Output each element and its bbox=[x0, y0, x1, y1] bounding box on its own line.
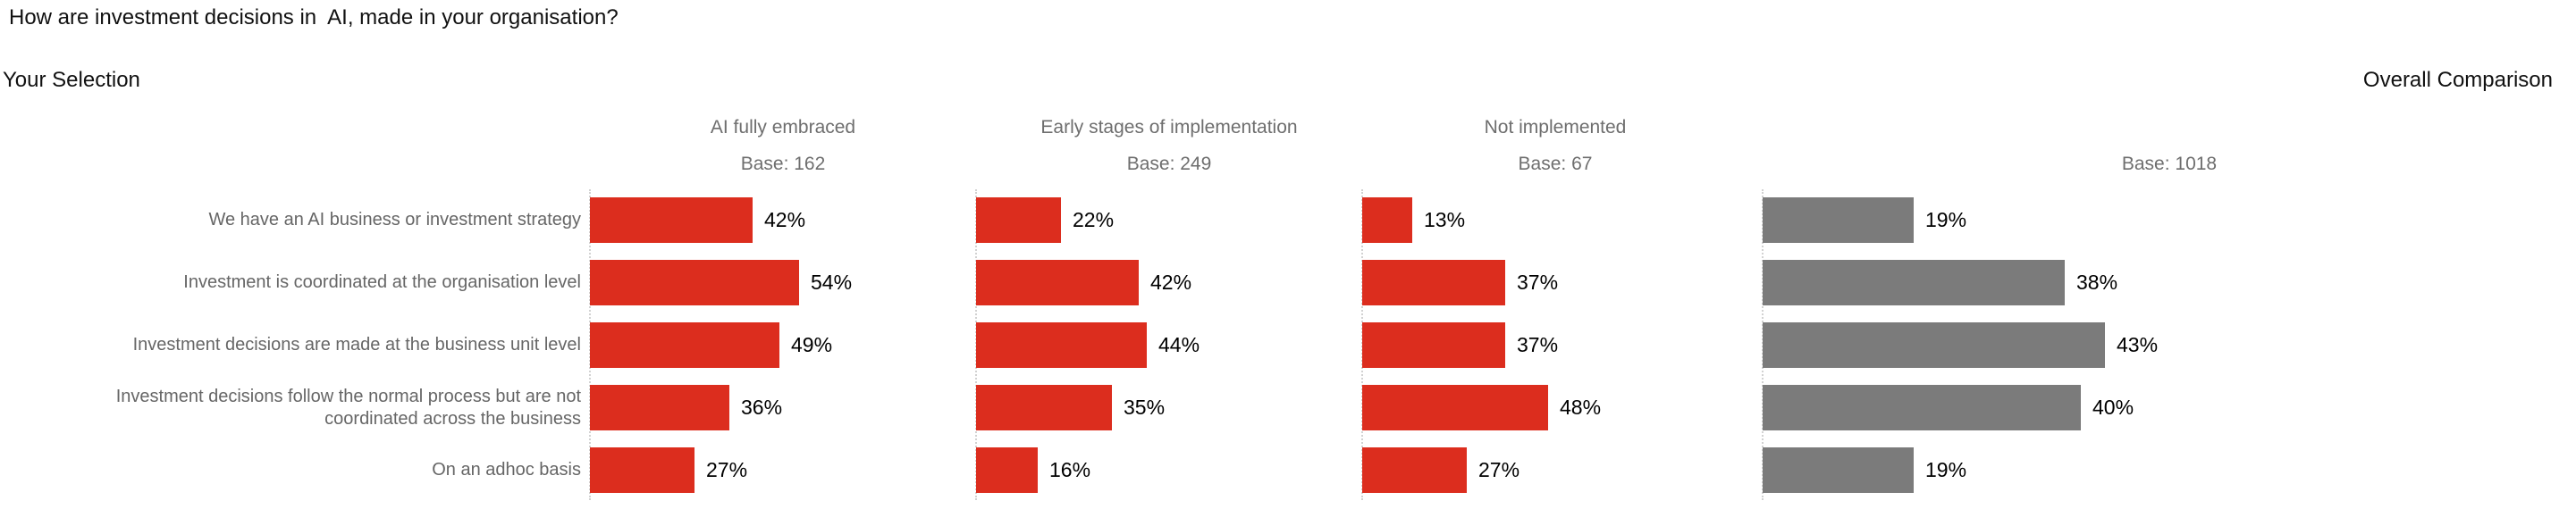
value-label: 27% bbox=[1478, 458, 1520, 481]
section-label-your-selection: Your Selection bbox=[3, 68, 140, 92]
base-label: Base: 162 bbox=[740, 154, 826, 174]
bar bbox=[1362, 197, 1412, 243]
bar bbox=[976, 197, 1061, 243]
column-header: Not implemented bbox=[1484, 117, 1627, 138]
row-label: Investment decisions follow the normal p… bbox=[115, 386, 581, 429]
value-label: 48% bbox=[1560, 396, 1602, 419]
base-label: Base: 249 bbox=[1126, 154, 1212, 174]
row-label: Investment decisions are made at the bus… bbox=[132, 335, 581, 355]
bar bbox=[1362, 322, 1505, 368]
value-label: 16% bbox=[1049, 458, 1091, 481]
value-label: 37% bbox=[1517, 333, 1559, 356]
bar bbox=[976, 260, 1139, 305]
value-label: 38% bbox=[2076, 271, 2118, 294]
base-label: Base: 67 bbox=[1518, 154, 1593, 174]
value-label: 37% bbox=[1517, 271, 1559, 294]
row-label: Investment is coordinated at the organis… bbox=[183, 272, 581, 292]
section-label-overall-comparison: Overall Comparison bbox=[2362, 68, 2553, 92]
column-header: Early stages of implementation bbox=[1040, 117, 1298, 138]
bar bbox=[590, 197, 753, 243]
bar bbox=[590, 260, 799, 305]
page-title: How are investment decisions in AI, made… bbox=[9, 5, 619, 29]
value-label: 13% bbox=[1424, 208, 1466, 231]
bar bbox=[1763, 447, 1914, 493]
bar bbox=[1763, 197, 1914, 243]
value-label: 54% bbox=[811, 271, 853, 294]
column-header: AI fully embraced bbox=[710, 117, 856, 138]
base-label: Base: 1018 bbox=[2121, 154, 2218, 174]
bar bbox=[590, 447, 695, 493]
bar bbox=[1763, 260, 2065, 305]
row-label: On an adhoc basis bbox=[432, 460, 581, 480]
value-label: 19% bbox=[1925, 208, 1967, 231]
value-label: 44% bbox=[1158, 333, 1200, 356]
bar bbox=[1362, 260, 1505, 305]
value-label: 43% bbox=[2117, 333, 2159, 356]
bar bbox=[976, 322, 1147, 368]
bar bbox=[590, 385, 729, 430]
bar bbox=[1763, 385, 2081, 430]
bar bbox=[1362, 385, 1548, 430]
value-label: 27% bbox=[706, 458, 748, 481]
bar bbox=[976, 385, 1112, 430]
value-label: 35% bbox=[1124, 396, 1166, 419]
bar bbox=[1763, 322, 2105, 368]
value-label: 42% bbox=[764, 208, 806, 231]
bar bbox=[590, 322, 779, 368]
value-label: 42% bbox=[1150, 271, 1192, 294]
value-label: 49% bbox=[791, 333, 833, 356]
bar bbox=[976, 447, 1038, 493]
value-label: 22% bbox=[1073, 208, 1115, 231]
bar bbox=[1362, 447, 1467, 493]
value-label: 40% bbox=[2092, 396, 2134, 419]
row-label: We have an AI business or investment str… bbox=[208, 210, 581, 229]
value-label: 19% bbox=[1925, 458, 1967, 481]
value-label: 36% bbox=[741, 396, 783, 419]
